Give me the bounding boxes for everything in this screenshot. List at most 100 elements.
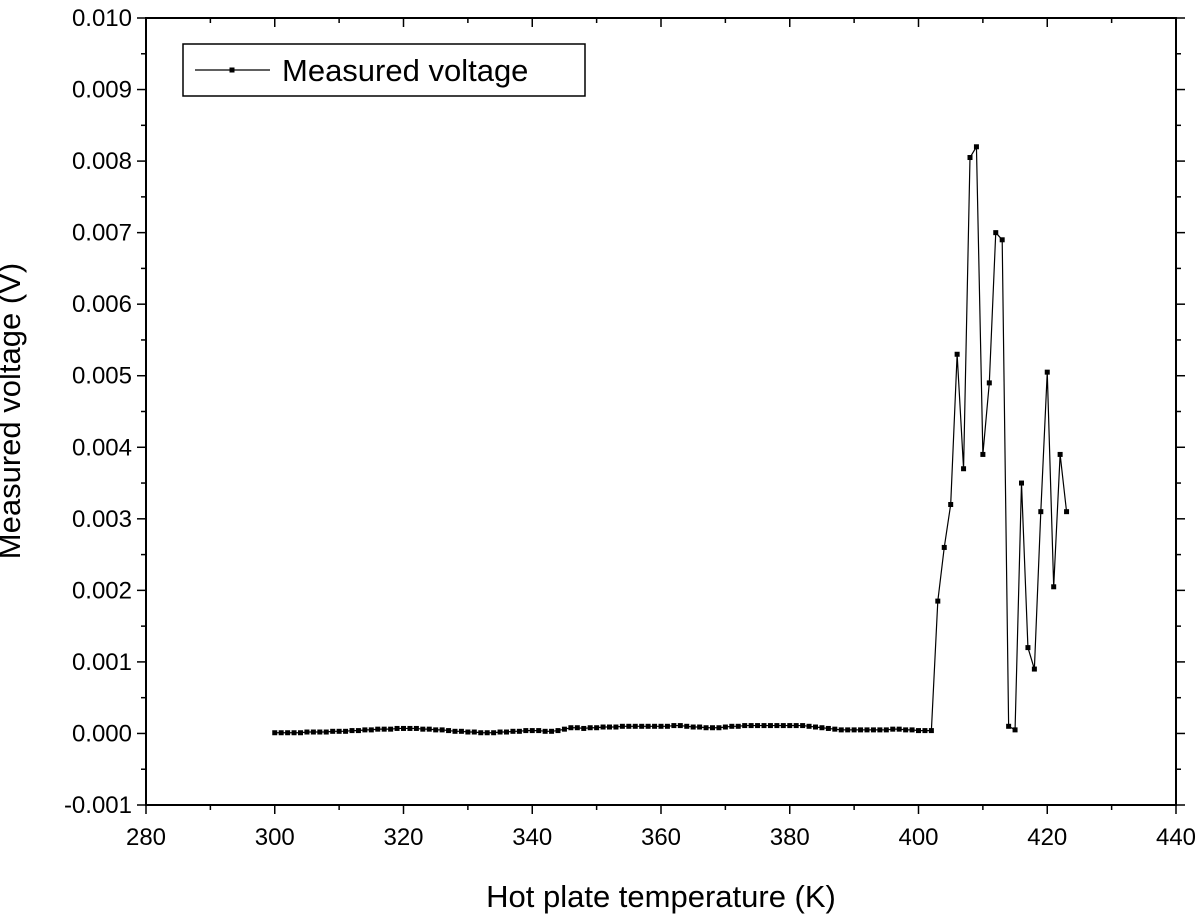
data-point <box>504 729 509 735</box>
data-point <box>948 502 954 508</box>
data-point <box>1006 723 1012 729</box>
y-tick-label: 0.007 <box>72 220 132 247</box>
data-point <box>426 726 432 732</box>
legend-label: Measured voltage <box>282 53 528 88</box>
x-tick-label: 360 <box>641 824 681 851</box>
data-point <box>825 725 831 731</box>
data-point <box>870 727 876 733</box>
data-point <box>664 723 670 729</box>
x-tick-labels: 280 300 320 340 360 380 400 420 440 <box>126 824 1196 851</box>
x-axis-title: Hot plate temperature (K) <box>486 879 836 914</box>
data-point <box>961 466 967 472</box>
data-point <box>536 728 542 734</box>
data-point <box>1038 509 1044 515</box>
data-point <box>684 723 690 729</box>
legend-box <box>182 43 586 97</box>
x-tick-label: 420 <box>1027 824 1067 851</box>
data-point <box>343 728 349 734</box>
data-point <box>999 237 1005 243</box>
data-point <box>639 723 645 729</box>
data-point <box>291 730 297 736</box>
data-point <box>774 723 780 729</box>
data-point <box>355 728 361 734</box>
data-point <box>652 723 658 729</box>
y-tick-label: 0.002 <box>72 577 132 604</box>
data-point <box>787 723 793 729</box>
data-point <box>697 724 703 730</box>
data-point <box>491 730 497 736</box>
data-point <box>845 727 851 733</box>
data-point <box>877 727 883 733</box>
data-point <box>323 729 329 735</box>
y-tick-labels: -0.001 0.000 0.001 0.002 0.003 0.004 0.005 0.00… <box>64 5 132 819</box>
data-point <box>864 727 870 733</box>
data-point <box>587 725 593 731</box>
data-point <box>748 723 754 729</box>
data-point <box>1064 509 1070 515</box>
plot-frame <box>145 17 1177 806</box>
data-point <box>465 729 471 735</box>
data-point <box>742 723 748 729</box>
data-point <box>883 727 889 733</box>
data-point <box>729 723 735 729</box>
data-point <box>555 728 561 734</box>
data-point <box>645 723 651 729</box>
y-tick-label: -0.001 <box>64 792 132 819</box>
data-point <box>401 725 406 731</box>
data-point <box>671 723 677 729</box>
data-point <box>368 727 374 733</box>
axis-ticks <box>137 17 1185 814</box>
data-point <box>722 724 728 730</box>
data-point <box>903 727 909 733</box>
data-point <box>452 728 458 734</box>
data-point <box>632 723 638 729</box>
data-point <box>285 730 291 736</box>
data-point <box>439 727 445 733</box>
data-point <box>1012 727 1018 733</box>
data-point <box>407 725 413 731</box>
data-point <box>1057 451 1063 457</box>
data-point <box>478 730 484 736</box>
y-tick-label: 0.009 <box>72 77 132 104</box>
data-point <box>607 724 612 730</box>
y-tick-label: 0.008 <box>72 148 132 175</box>
data-point <box>800 723 806 729</box>
data-point <box>941 544 947 550</box>
series-line <box>274 144 1068 734</box>
x-tick-label: 320 <box>383 824 423 851</box>
data-point <box>793 723 799 729</box>
x-tick-label: 440 <box>1156 824 1196 851</box>
data-point <box>330 728 336 734</box>
data-point <box>471 729 477 735</box>
data-point <box>581 725 587 731</box>
data-point <box>310 729 316 735</box>
x-tick-label: 280 <box>126 824 166 851</box>
data-point <box>677 723 683 729</box>
data-point <box>413 725 419 731</box>
data-point <box>446 728 452 734</box>
data-point <box>420 726 426 732</box>
data-point <box>832 726 838 732</box>
data-point <box>549 728 555 734</box>
series-line-group <box>274 144 1068 734</box>
data-point <box>1044 369 1050 375</box>
legend: Measured voltage <box>182 43 586 97</box>
y-axis-title: Measured voltage (V) <box>0 263 27 559</box>
data-point <box>510 728 516 734</box>
data-point <box>278 730 284 736</box>
y-tick-label: 0.003 <box>72 506 132 533</box>
data-point <box>298 730 303 736</box>
data-point <box>967 155 973 161</box>
data-point <box>272 730 278 736</box>
data-point <box>1025 645 1031 651</box>
data-point <box>626 723 632 729</box>
legend-marker-sample <box>229 67 235 73</box>
data-point <box>349 728 355 734</box>
data-point <box>954 351 960 357</box>
data-point <box>890 726 896 732</box>
data-point <box>735 723 741 729</box>
data-point <box>458 728 464 734</box>
data-point <box>529 728 535 734</box>
data-point <box>806 723 812 729</box>
data-point <box>780 723 786 729</box>
